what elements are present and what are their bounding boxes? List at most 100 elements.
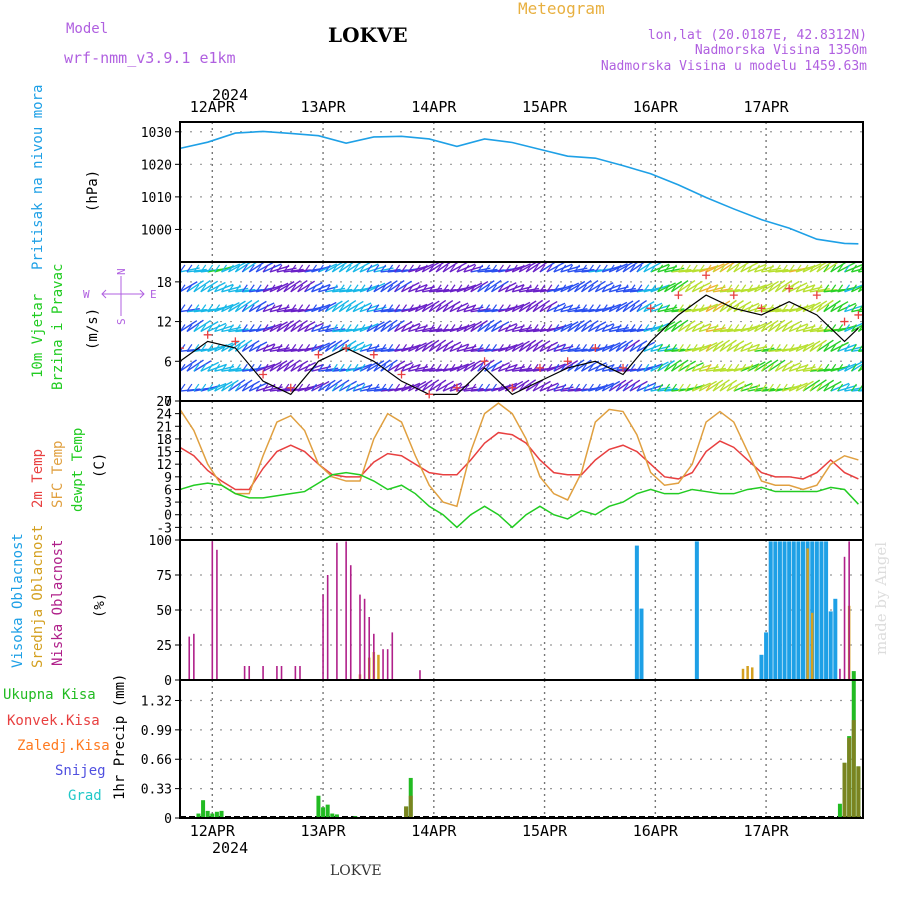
wind-barb-flag xyxy=(629,284,636,293)
wind-barb xyxy=(768,359,786,372)
wind-barb-flag xyxy=(193,264,200,273)
ytick-label: 27 xyxy=(156,395,172,410)
wind-barb-flag xyxy=(297,304,304,312)
wind-barb-flag xyxy=(670,383,677,392)
wind-barb-flag xyxy=(255,383,262,392)
cloud-low-bar xyxy=(848,541,850,680)
wind-barb-flag xyxy=(518,264,525,273)
wind-barb xyxy=(851,267,863,273)
wind-barb-flag xyxy=(511,284,518,293)
temp-label-dewpt: dewpt Temp xyxy=(70,428,86,512)
wind-barb xyxy=(221,367,242,372)
wind-barb-flag xyxy=(553,344,560,352)
wind-barb-flag xyxy=(387,324,394,332)
wind-barb xyxy=(671,359,689,372)
wind-barb-flag xyxy=(442,264,449,273)
wind-barb-flag xyxy=(484,383,491,392)
wind-barb-flag xyxy=(553,264,560,273)
wind-barb-flag xyxy=(366,304,373,312)
wind-barb xyxy=(622,288,643,293)
ytick-label: 6 xyxy=(164,355,172,370)
wind-barb-flag xyxy=(304,383,311,392)
wind-gust-mark xyxy=(286,383,295,392)
wind-barb xyxy=(858,389,863,392)
wind-barb xyxy=(366,321,385,333)
wind-barb-flag xyxy=(816,344,823,352)
wind-barb-flag xyxy=(407,304,414,312)
wind-barb-flag xyxy=(677,363,684,372)
wind-barb-flag xyxy=(574,264,581,273)
wind-barb-flag xyxy=(844,344,851,352)
wind-barb-flag xyxy=(317,344,324,352)
wind-barb-flag xyxy=(221,383,228,392)
wind-barb-flag xyxy=(615,304,622,312)
precip-total-bar xyxy=(214,811,219,818)
wind-barb xyxy=(664,359,682,372)
wind-barb-flag xyxy=(359,363,366,372)
wind-barb-flag xyxy=(463,284,470,293)
wind-barb xyxy=(768,280,786,293)
wind-gust-mark xyxy=(702,271,711,280)
wind-gust-mark xyxy=(425,390,434,399)
wind-barb-flag xyxy=(740,344,747,352)
wind-barb-flag xyxy=(463,383,470,392)
cloud-low-bar xyxy=(299,666,301,680)
wind-barb-flag xyxy=(733,264,740,273)
wind-barb-flag xyxy=(532,363,539,372)
wind-barb-flag xyxy=(491,264,497,273)
wind-barb-flag xyxy=(407,363,414,372)
temp-label-2m: 2m Temp xyxy=(30,449,46,508)
wind-barb-flag xyxy=(594,363,601,372)
wind-barb-flag xyxy=(657,284,664,293)
wind-barb-flag xyxy=(352,324,359,332)
cloud-low-bar xyxy=(326,575,329,680)
wind-barb-flag xyxy=(193,324,200,332)
wind-barb xyxy=(498,282,517,293)
wind-barb xyxy=(678,279,696,293)
wind-barb-flag xyxy=(664,383,671,392)
wind-barb xyxy=(809,339,827,352)
wind-barb-flag xyxy=(691,363,698,372)
wind-barb xyxy=(255,302,275,313)
wind-barb-flag xyxy=(705,324,712,332)
cloud-low-bar xyxy=(211,541,214,680)
wind-barb-flag xyxy=(781,383,788,392)
wind-barb-flag xyxy=(345,284,352,293)
wind-barb-flag xyxy=(248,383,255,392)
wind-barb-flag xyxy=(428,264,435,273)
wind-barb-flag xyxy=(241,363,248,372)
wind-barb-flag xyxy=(525,363,532,372)
wind-barb xyxy=(823,340,842,352)
xtick-label-bottom: 14APR xyxy=(411,822,457,840)
wind-barb xyxy=(241,380,261,392)
wind-barb-flag xyxy=(850,363,857,372)
wind-barb-flag xyxy=(629,363,636,372)
wind-barb xyxy=(449,302,469,313)
wind-barb-flag xyxy=(532,324,539,332)
wind-barb-flag xyxy=(428,324,435,332)
wind-barb-flag xyxy=(414,324,421,332)
wind-barb-flag xyxy=(525,304,532,312)
wind-barb xyxy=(415,301,434,313)
cloud-high-bar xyxy=(796,541,801,680)
cloud-high-bar xyxy=(764,632,769,680)
wind-barb xyxy=(768,319,786,333)
wind-barb-flag xyxy=(677,304,684,312)
wind-barb-flag xyxy=(553,383,560,392)
cloud-unit: (%) xyxy=(92,593,108,618)
wind-barb xyxy=(560,321,579,333)
precip-total-bar xyxy=(321,807,326,818)
cloud-high-bar xyxy=(819,541,824,680)
wind-barb xyxy=(463,321,482,333)
wind-barb-flag xyxy=(650,344,657,352)
wind-barb-flag xyxy=(297,324,304,332)
xtick-label-top: 13APR xyxy=(300,98,346,116)
wind-barb-flag xyxy=(809,324,816,332)
wind-barb xyxy=(297,361,316,372)
wind-barb-flag xyxy=(227,304,234,312)
ytick-label: 0 xyxy=(164,395,172,410)
pressure-line xyxy=(179,130,859,245)
wind-barb-flag xyxy=(511,264,518,273)
wind-barb-flag xyxy=(435,383,442,392)
wind-gust-mark xyxy=(785,284,794,293)
